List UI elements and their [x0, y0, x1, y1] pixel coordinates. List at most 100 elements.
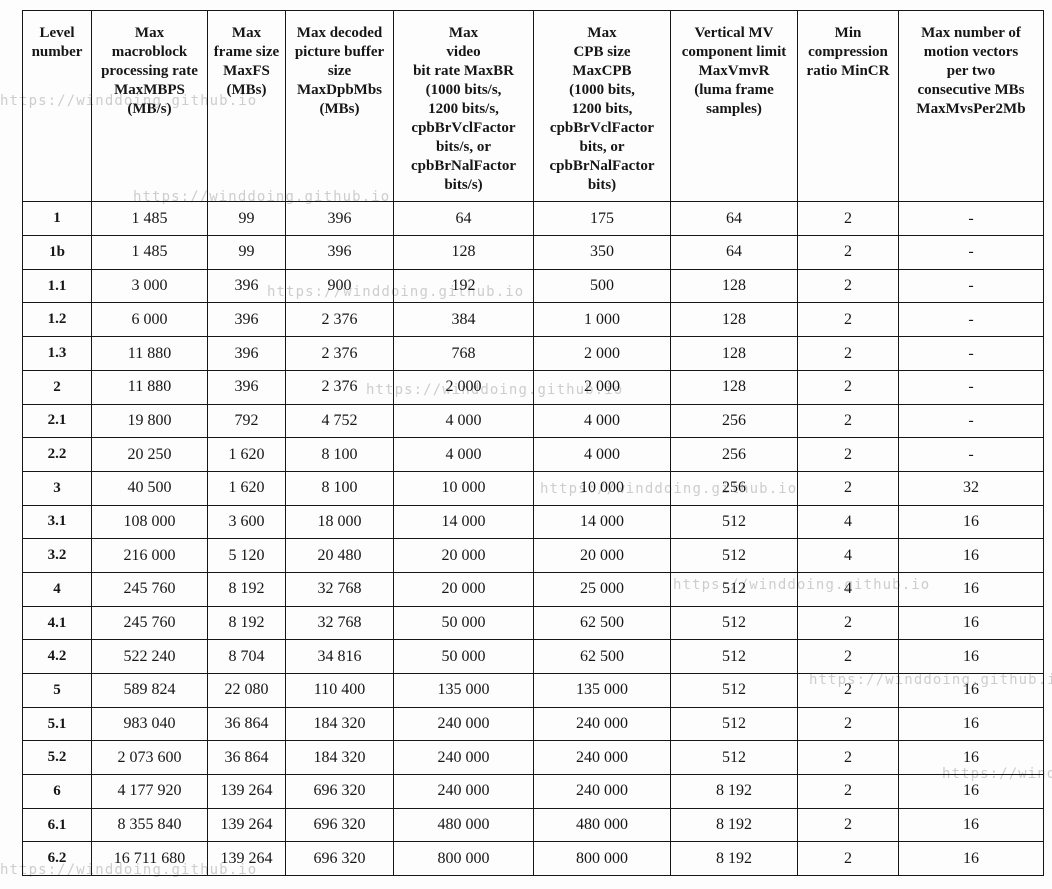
value-cell: 8 100: [285, 470, 394, 506]
value-cell: 16: [898, 774, 1044, 809]
value-cell: 64: [670, 201, 798, 237]
level-cell: 1.1: [22, 268, 92, 304]
value-cell: 184 320: [285, 740, 394, 776]
value-cell: 32 768: [285, 571, 394, 607]
column-header: Max frame size MaxFS (MBs): [207, 9, 286, 203]
level-cell: 1b: [22, 235, 92, 270]
table-row: 4 245 760 8 192 32 768 20 000 25 000 512 4 16: [22, 571, 1044, 607]
value-cell: 50 000: [393, 639, 534, 675]
table-row: 5.1 983 040 36 864 184 320 240 000 240 000 512…: [22, 706, 1044, 742]
value-cell: 4: [797, 504, 899, 540]
value-cell: 512: [670, 504, 798, 540]
value-cell: 62 500: [533, 639, 671, 675]
level-cell: 1.3: [22, 336, 92, 371]
value-cell: 32: [898, 470, 1044, 506]
value-cell: 2: [797, 807, 899, 843]
value-cell: 240 000: [533, 740, 671, 776]
value-cell: 396: [285, 235, 394, 270]
value-cell: 1 485: [91, 201, 208, 237]
table-row: 5 589 824 22 080 110 400 135 000 135 000 512 2 1…: [22, 673, 1044, 708]
value-cell: 2: [797, 706, 899, 742]
value-cell: 3 000: [91, 268, 208, 304]
value-cell: 16: [898, 571, 1044, 607]
value-cell: 792: [207, 403, 286, 439]
value-cell: -: [898, 268, 1044, 304]
value-cell: 50 000: [393, 605, 534, 641]
level-cell: 2: [22, 369, 92, 405]
table-row: 1b 1 485 99 396 128 350 64 2-: [22, 235, 1044, 270]
value-cell: 512: [670, 706, 798, 742]
value-cell: 768: [393, 336, 534, 371]
value-cell: 11 880: [91, 369, 208, 405]
table-row: 5.2 2 073 600 36 864 184 320 240 000 240 000 5…: [22, 740, 1044, 776]
value-cell: 20 480: [285, 538, 394, 573]
value-cell: 983 040: [91, 706, 208, 742]
table-header-row: Level number Max macroblock processing ra…: [22, 9, 1044, 203]
value-cell: 256: [670, 403, 798, 439]
value-cell: 8 192: [670, 774, 798, 809]
value-cell: 2 376: [285, 369, 394, 405]
value-cell: 139 264: [207, 774, 286, 809]
value-cell: 8 192: [670, 841, 798, 877]
value-cell: 64: [393, 201, 534, 237]
value-cell: 240 000: [393, 774, 534, 809]
value-cell: 3 600: [207, 504, 286, 540]
value-cell: 16: [898, 740, 1044, 776]
value-cell: 2: [797, 369, 899, 405]
level-cell: 5: [22, 673, 92, 708]
value-cell: 800 000: [533, 841, 671, 877]
value-cell: -: [898, 369, 1044, 405]
table-row: 2.2 20 250 1 620 8 100 4 000 4 000 256 2-: [22, 437, 1044, 472]
value-cell: 216 000: [91, 538, 208, 573]
level-cell: 4.2: [22, 639, 92, 675]
value-cell: 19 800: [91, 403, 208, 439]
column-header: Max decoded picture buffer size MaxDpbMb…: [285, 9, 394, 203]
value-cell: 350: [533, 235, 671, 270]
value-cell: 139 264: [207, 807, 286, 843]
value-cell: 240 000: [393, 740, 534, 776]
value-cell: 245 760: [91, 571, 208, 607]
value-cell: 256: [670, 470, 798, 506]
value-cell: 25 000: [533, 571, 671, 607]
value-cell: 110 400: [285, 673, 394, 708]
table-row: 1.3 11 880 396 2 376 768 2 000 128 2-: [22, 336, 1044, 371]
value-cell: 8 355 840: [91, 807, 208, 843]
column-header: Max video bit rate MaxBR (1000 bits/s, 1…: [393, 9, 534, 203]
value-cell: 139 264: [207, 841, 286, 877]
value-cell: 175: [533, 201, 671, 237]
value-cell: 16 711 680: [91, 841, 208, 877]
value-cell: 16: [898, 605, 1044, 641]
value-cell: 36 864: [207, 706, 286, 742]
value-cell: -: [898, 235, 1044, 270]
value-cell: 16: [898, 504, 1044, 540]
value-cell: 4 752: [285, 403, 394, 439]
value-cell: 512: [670, 740, 798, 776]
table-row: 6.2 16 711 680 139 264 696 320 800 000 800 00…: [22, 841, 1044, 877]
value-cell: 2: [797, 268, 899, 304]
table-row: 1.1 3 000 396 900 192 500 128 2-: [22, 268, 1044, 304]
column-header: Min compression ratio MinCR: [797, 9, 899, 203]
level-cell: 6: [22, 774, 92, 809]
table-row: 3.1 108 000 3 600 18 000 14 000 14 000 512 4 16: [22, 504, 1044, 540]
value-cell: 4: [797, 538, 899, 573]
level-cell: 2.2: [22, 437, 92, 472]
column-header: Max macroblock processing rate MaxMBPS (…: [91, 9, 208, 203]
value-cell: 20 000: [533, 538, 671, 573]
level-cell: 4.1: [22, 605, 92, 641]
value-cell: 396: [207, 302, 286, 338]
value-cell: 2 376: [285, 302, 394, 338]
value-cell: 396: [207, 369, 286, 405]
value-cell: 34 816: [285, 639, 394, 675]
value-cell: 240 000: [393, 706, 534, 742]
value-cell: 4 177 920: [91, 774, 208, 809]
value-cell: 4 000: [533, 403, 671, 439]
column-header: Vertical MV component limit MaxVmvR (lum…: [670, 9, 798, 203]
value-cell: 1 000: [533, 302, 671, 338]
value-cell: 20 000: [393, 571, 534, 607]
table-header: Level number Max macroblock processing ra…: [22, 9, 1044, 203]
value-cell: 16: [898, 673, 1044, 708]
value-cell: 108 000: [91, 504, 208, 540]
